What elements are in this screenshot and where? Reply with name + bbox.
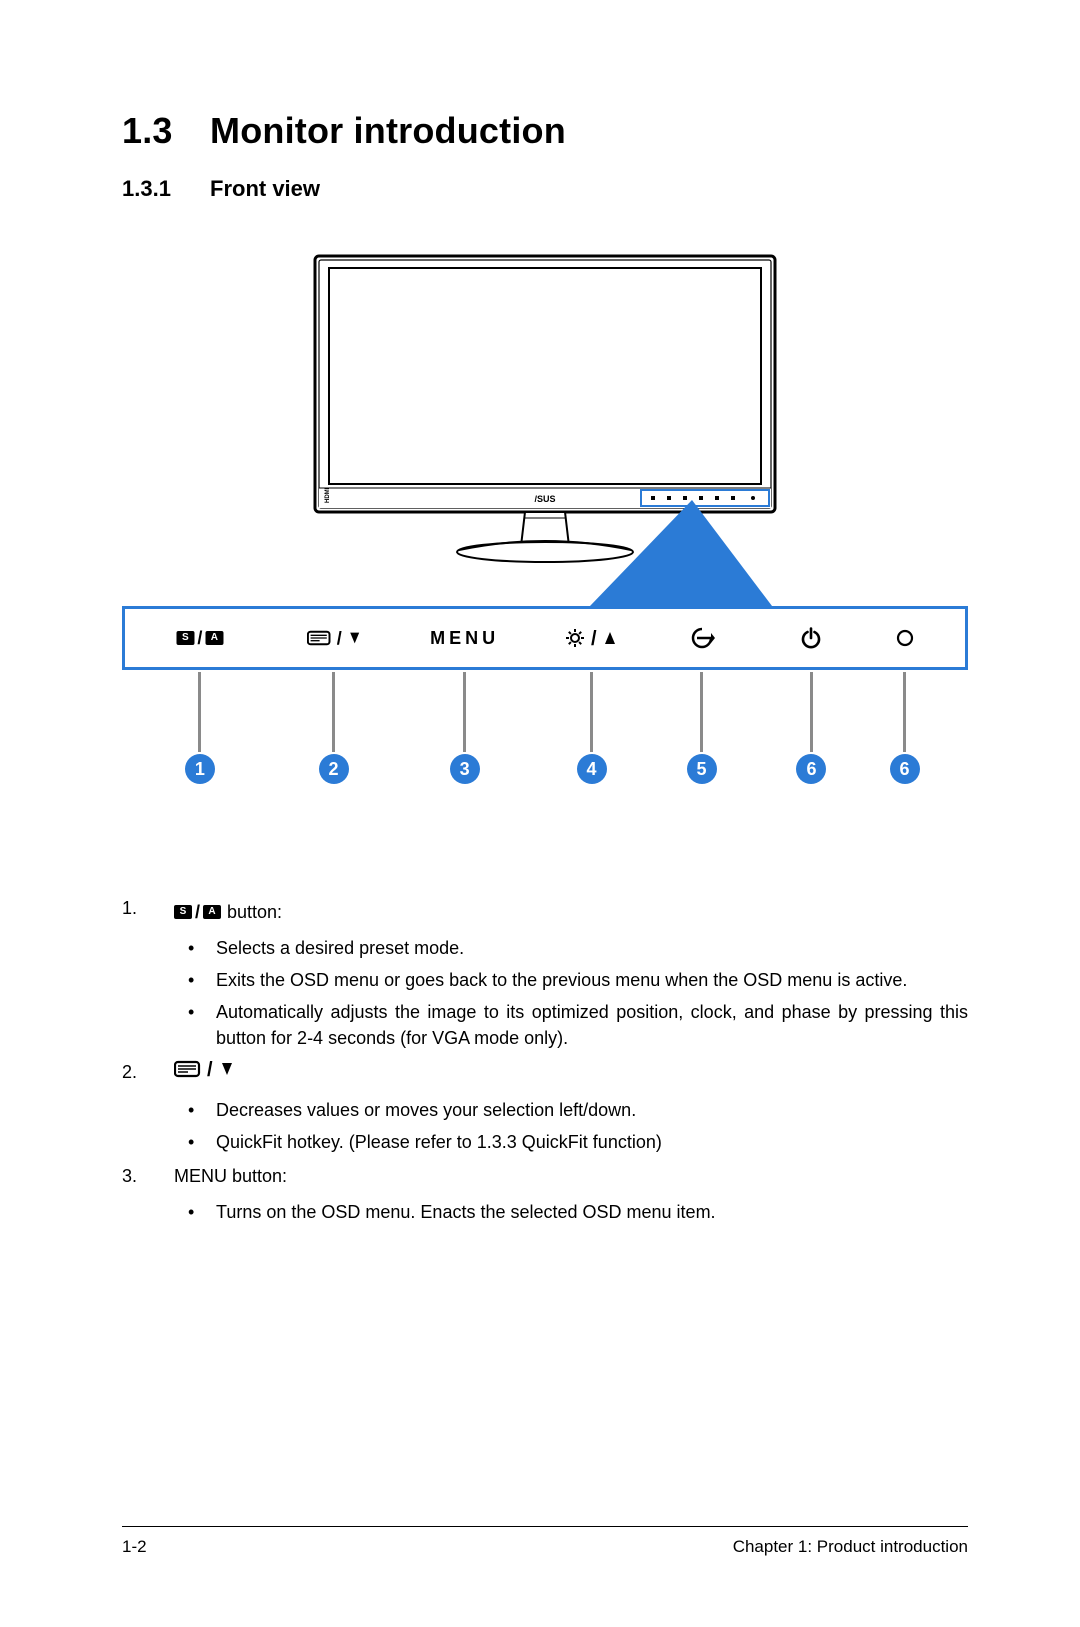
callout-led [896, 629, 914, 647]
bullet-marker: • [174, 967, 216, 993]
menu-label: MENU [430, 628, 499, 649]
footer-page-number: 1-2 [122, 1537, 147, 1557]
list-item-number: 3. [122, 1163, 174, 1225]
brightness-up-icon: / [565, 628, 619, 648]
quickfit-down-icon: / [307, 629, 361, 647]
callout-number: 6 [796, 754, 826, 784]
list-item-content: S/A button:•Selects a desired preset mod… [174, 895, 968, 1051]
bullet-item: •Automatically adjusts the image to its … [174, 999, 968, 1051]
footer-rule [122, 1526, 968, 1527]
list-item-content: / •Decreases values or moves your selecti… [174, 1059, 968, 1154]
leader-line [590, 672, 593, 752]
s-a-icon: S/A [176, 628, 223, 649]
bullet-item: •Turns on the OSD menu. Enacts the selec… [174, 1199, 968, 1225]
list-item-label: / [174, 1059, 234, 1079]
subsection-title-text: Front view [210, 176, 320, 201]
section-number: 1.3 [122, 110, 210, 152]
callout-number: 6 [890, 754, 920, 784]
list-item-label: S/A button: [174, 899, 282, 925]
bullet-marker: • [174, 1129, 216, 1155]
list-item-content: MENU button: •Turns on the OSD menu. Enac… [174, 1163, 968, 1225]
input-select-icon [689, 627, 715, 649]
bullet-text: Decreases values or moves your selection… [216, 1097, 968, 1123]
callout-number: 5 [687, 754, 717, 784]
page-footer: 1-2 Chapter 1: Product introduction [122, 1526, 968, 1557]
svg-text:/: / [591, 628, 597, 648]
leader-line [198, 672, 201, 752]
callout-triangle [122, 250, 968, 610]
list-item-number: 2. [122, 1059, 174, 1154]
leader-line [332, 672, 335, 752]
bullet-item: •Selects a desired preset mode. [174, 935, 968, 961]
callout-number: 3 [450, 754, 480, 784]
bullet-marker: • [174, 1097, 216, 1123]
bullet-text: Automatically adjusts the image to its o… [216, 999, 968, 1051]
bullet-marker: • [174, 935, 216, 961]
list-item-label: MENU button: [174, 1163, 287, 1189]
leader-line [903, 672, 906, 752]
bullet-item: •QuickFit hotkey. (Please refer to 1.3.3… [174, 1129, 968, 1155]
list-item-bullets: •Selects a desired preset mode.•Exits th… [174, 935, 968, 1051]
list-item-bullets: •Decreases values or moves your selectio… [174, 1097, 968, 1155]
bullet-text: Exits the OSD menu or goes back to the p… [216, 967, 968, 993]
section-title: 1.3Monitor introduction [122, 110, 968, 152]
callout-number: 1 [185, 754, 215, 784]
leader-line [463, 672, 466, 752]
callout-bright-up: / [565, 628, 619, 648]
subsection-number: 1.3.1 [122, 176, 210, 202]
list-item: 1.S/A button:•Selects a desired preset m… [122, 895, 968, 1051]
leader-line [810, 672, 813, 752]
callout-qf-down: / [307, 629, 361, 647]
callout-s-a: S/A [176, 628, 223, 649]
bullet-marker: • [174, 999, 216, 1051]
bullet-item: •Exits the OSD menu or goes back to the … [174, 967, 968, 993]
footer-chapter: Chapter 1: Product introduction [733, 1537, 968, 1557]
list-item-bullets: •Turns on the OSD menu. Enacts the selec… [174, 1199, 968, 1225]
body-text: 1.S/A button:•Selects a desired preset m… [122, 895, 968, 1225]
subsection-title: 1.3.1Front view [122, 176, 968, 202]
figure: /SUS HDMI [122, 250, 968, 835]
callout-number: 2 [319, 754, 349, 784]
bullet-text: QuickFit hotkey. (Please refer to 1.3.3 … [216, 1129, 968, 1155]
power-icon [800, 627, 822, 649]
section-title-text: Monitor introduction [210, 110, 566, 151]
callout-menu: MENU [430, 628, 499, 649]
quickfit-down-icon: / [174, 1059, 234, 1079]
svg-text:/: / [207, 1059, 213, 1079]
list-item: 3.MENU button: •Turns on the OSD menu. En… [122, 1163, 968, 1225]
callout-number: 4 [577, 754, 607, 784]
leader-line [700, 672, 703, 752]
manual-page: 1.3Monitor introduction 1.3.1Front view … [0, 0, 1080, 1627]
callout-input [689, 627, 715, 649]
svg-text:/: / [336, 629, 341, 647]
callout-items: S/A / MENU / [122, 606, 968, 670]
bullet-item: •Decreases values or moves your selectio… [174, 1097, 968, 1123]
bullet-text: Turns on the OSD menu. Enacts the select… [216, 1199, 968, 1225]
led-indicator-icon [896, 629, 914, 647]
list-item-number: 1. [122, 895, 174, 1051]
s-a-icon: S/A [174, 899, 221, 925]
bullet-text: Selects a desired preset mode. [216, 935, 968, 961]
list-item: 2. / •Decreases values or moves your selec… [122, 1059, 968, 1154]
bullet-marker: • [174, 1199, 216, 1225]
callout-power [800, 627, 822, 649]
